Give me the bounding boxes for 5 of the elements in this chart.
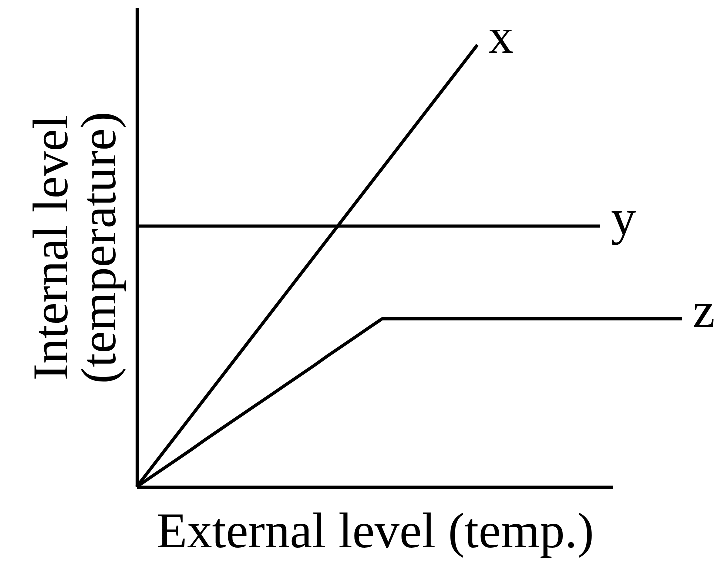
series-label: y (611, 189, 636, 246)
series-label: z (693, 282, 716, 338)
x-axis-title: External level (temp.) (156, 502, 594, 558)
y-axis-title: Internal level (temperature) (22, 112, 126, 384)
series-label: x (488, 8, 514, 64)
